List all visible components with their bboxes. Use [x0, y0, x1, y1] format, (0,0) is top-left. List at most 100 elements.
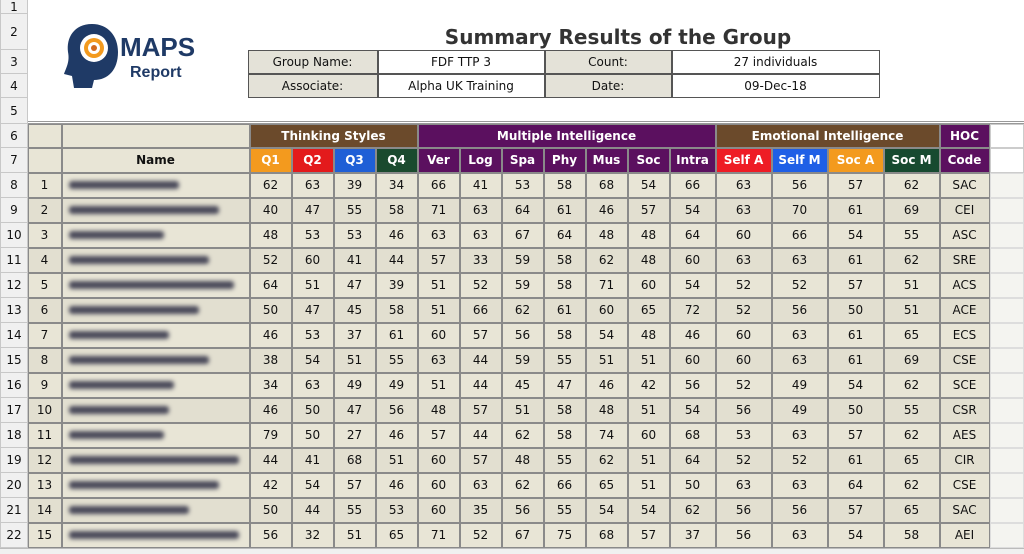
score-cell: 52	[771, 272, 828, 298]
column-header: Spa	[501, 147, 544, 173]
score-cell: 62	[669, 497, 716, 523]
redacted-name	[68, 406, 169, 414]
row-header: 4	[0, 74, 28, 98]
score-cell: 65	[883, 497, 940, 523]
code-cell: AES	[939, 422, 990, 448]
score-cell: 52	[249, 247, 292, 273]
score-cell: 54	[585, 322, 628, 348]
score-cell: 53	[291, 322, 334, 348]
column-header: Self A	[715, 147, 772, 173]
score-cell: 65	[627, 297, 670, 323]
code-cell: SCE	[939, 372, 990, 398]
score-cell: 48	[417, 397, 460, 423]
row-header: 3	[0, 50, 28, 74]
code-cell: ACS	[939, 272, 990, 298]
score-cell: 48	[501, 447, 544, 473]
score-cell: 65	[883, 322, 940, 348]
score-cell: 55	[543, 447, 586, 473]
score-cell: 53	[333, 222, 376, 248]
column-header: Soc A	[827, 147, 884, 173]
score-cell: 56	[249, 522, 292, 548]
score-cell: 54	[585, 497, 628, 523]
score-cell: 63	[715, 247, 772, 273]
score-cell: 56	[375, 397, 418, 423]
row-header: 1	[0, 0, 28, 14]
row-index: 15	[27, 522, 62, 548]
score-cell: 46	[585, 372, 628, 398]
score-cell: 46	[669, 322, 716, 348]
score-cell: 56	[771, 297, 828, 323]
score-cell: 44	[249, 447, 292, 473]
score-cell: 54	[669, 272, 716, 298]
redacted-name	[68, 531, 239, 539]
info-cell: FDF TTP 3	[377, 49, 545, 74]
score-cell: 57	[417, 422, 460, 448]
score-cell: 54	[291, 347, 334, 373]
score-cell: 49	[333, 372, 376, 398]
score-cell: 58	[543, 322, 586, 348]
score-cell: 53	[715, 422, 772, 448]
score-cell: 55	[333, 197, 376, 223]
score-cell: 41	[333, 247, 376, 273]
name-cell	[61, 222, 250, 248]
code-cell: SRE	[939, 247, 990, 273]
score-cell: 54	[669, 197, 716, 223]
empty-cell	[990, 223, 1024, 248]
empty-cell	[990, 323, 1024, 348]
row-header: 2	[0, 14, 28, 50]
empty-cell	[990, 148, 1024, 173]
row-header-bottom	[0, 548, 1024, 554]
score-cell: 44	[459, 347, 502, 373]
name-cell	[61, 172, 250, 198]
name-header: Name	[61, 147, 250, 173]
redacted-name	[68, 506, 189, 514]
score-cell: 53	[501, 172, 544, 198]
score-cell: 56	[501, 322, 544, 348]
score-cell: 64	[669, 222, 716, 248]
code-cell: CSE	[939, 472, 990, 498]
row-index: 5	[27, 272, 62, 298]
column-header: Mus	[585, 147, 628, 173]
column-header: Q1	[249, 147, 292, 173]
logo-icon	[64, 24, 118, 88]
score-cell: 58	[543, 247, 586, 273]
score-cell: 66	[459, 297, 502, 323]
score-cell: 60	[669, 247, 716, 273]
score-cell: 68	[585, 172, 628, 198]
score-cell: 51	[627, 472, 670, 498]
score-cell: 55	[543, 347, 586, 373]
score-cell: 55	[543, 497, 586, 523]
info-cell: 09-Dec-18	[671, 73, 880, 98]
redacted-name	[68, 181, 179, 189]
score-cell: 52	[715, 272, 772, 298]
score-cell: 46	[375, 222, 418, 248]
empty-cell	[990, 198, 1024, 223]
score-cell: 44	[459, 372, 502, 398]
score-cell: 51	[417, 272, 460, 298]
score-cell: 52	[459, 272, 502, 298]
name-cell	[61, 472, 250, 498]
column-header: Q3	[333, 147, 376, 173]
score-cell: 63	[771, 247, 828, 273]
header-blank	[27, 123, 62, 148]
redacted-name	[68, 281, 234, 289]
header-blank	[27, 147, 62, 173]
score-cell: 34	[375, 172, 418, 198]
redacted-name	[68, 381, 174, 389]
score-cell: 48	[627, 322, 670, 348]
code-cell: SAC	[939, 497, 990, 523]
name-cell	[61, 522, 250, 548]
name-cell	[61, 297, 250, 323]
score-cell: 62	[585, 247, 628, 273]
score-cell: 60	[291, 247, 334, 273]
redacted-name	[68, 256, 209, 264]
score-cell: 52	[715, 372, 772, 398]
score-cell: 46	[585, 197, 628, 223]
score-cell: 57	[459, 397, 502, 423]
score-cell: 58	[543, 422, 586, 448]
score-cell: 37	[669, 522, 716, 548]
empty-cell	[990, 373, 1024, 398]
column-header: Q2	[291, 147, 334, 173]
row-index: 1	[27, 172, 62, 198]
score-cell: 50	[669, 472, 716, 498]
